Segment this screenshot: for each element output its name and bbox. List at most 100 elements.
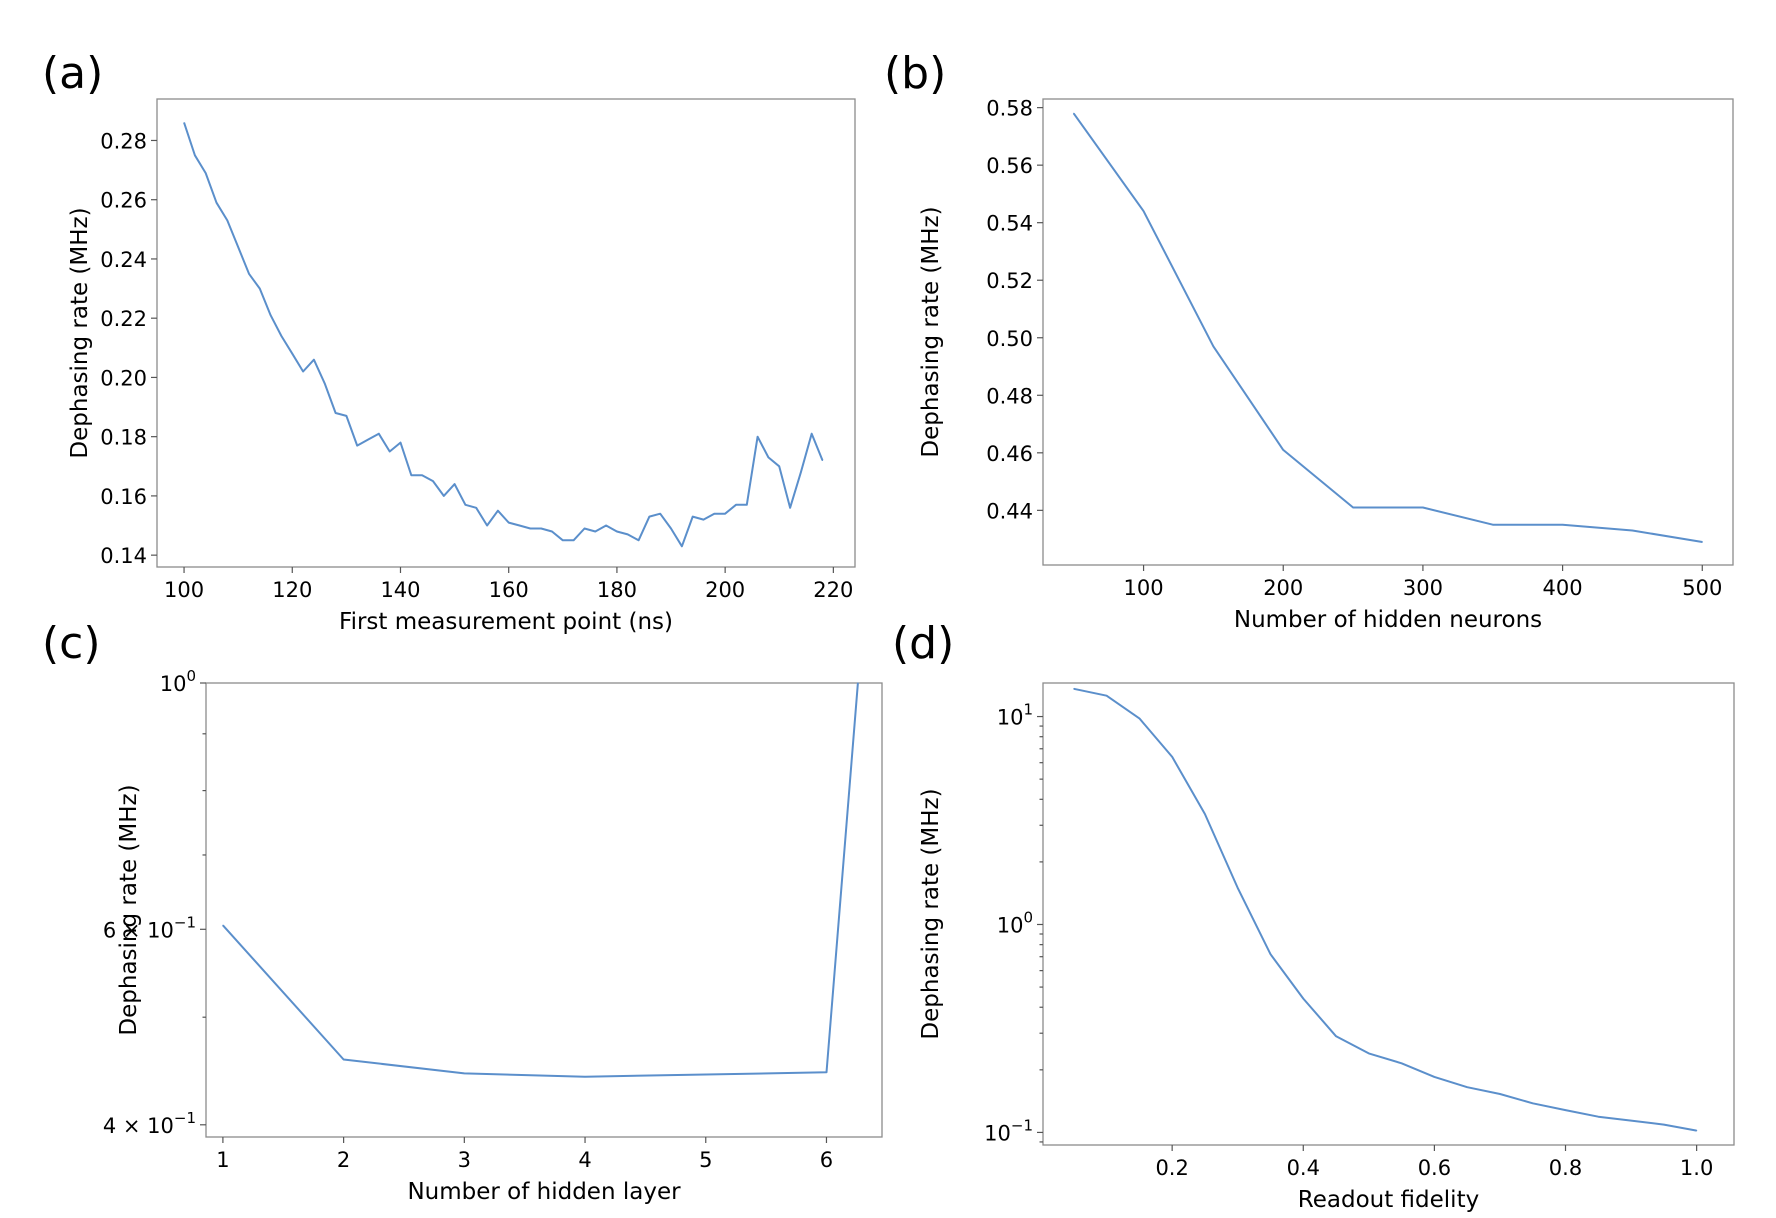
- plot-frame: [205, 682, 883, 1138]
- x-tick-label: 4: [578, 1148, 591, 1172]
- data-point: [378, 433, 380, 435]
- x-tick-label: 160: [489, 578, 529, 602]
- data-point: [670, 527, 672, 530]
- data-point: [345, 415, 347, 417]
- data-point: [1564, 1109, 1567, 1111]
- data-point: [778, 465, 780, 467]
- x-tick-label: 400: [1543, 576, 1583, 600]
- x-tick-label: 100: [1124, 576, 1164, 600]
- x-tick-label: 5: [699, 1148, 712, 1172]
- x-tick-label: 0.8: [1549, 1156, 1582, 1180]
- x-tick-label: 0.2: [1155, 1156, 1188, 1180]
- y-tick-label: 100: [160, 667, 196, 696]
- x-tick-label: 180: [597, 578, 637, 602]
- panel-c: (c) 1 2 3 4 5 6 4 × 10−1 6 × 10−1 100 Number of hi…: [42, 618, 883, 1205]
- x-tick-label: 2: [337, 1148, 350, 1172]
- y-axis-label: Dephasing rate (MHz): [67, 207, 93, 458]
- data-point: [605, 524, 607, 527]
- x-tick-label: 6: [820, 1148, 833, 1172]
- data-point: [237, 246, 239, 248]
- x-axis-label: Number of hidden neurons: [1234, 607, 1542, 633]
- data-point: [1499, 1093, 1501, 1095]
- data-point: [389, 450, 391, 453]
- data-point: [1562, 524, 1564, 526]
- data-point: [226, 219, 228, 221]
- y-tick-label: 6 × 10−1: [103, 913, 196, 942]
- data-point: [681, 545, 683, 547]
- data-point: [1696, 1130, 1698, 1132]
- data-point: [1237, 887, 1239, 889]
- data-point: [194, 154, 196, 156]
- data-point: [1631, 529, 1633, 532]
- data-point: [183, 122, 185, 124]
- y-tick-label: 0.24: [100, 248, 147, 272]
- data-point: [270, 314, 272, 316]
- data-point: [811, 433, 813, 435]
- series-line-dephasing: [1073, 687, 1697, 1132]
- data-point: [1212, 345, 1214, 347]
- data-point: [1282, 449, 1284, 451]
- y-tick-label: 0.46: [986, 442, 1033, 466]
- data-point: [356, 445, 358, 447]
- series-line-dephasing: [1072, 112, 1703, 543]
- series-line-dephasing: [183, 122, 824, 548]
- data-point: [421, 474, 423, 476]
- y-axis-label: Dephasing rate (MHz): [918, 206, 944, 457]
- x-tick-label: 0.6: [1418, 1156, 1451, 1180]
- panel-b: (b) 100 200 300 400 500 0.44 0.46 0.48 0.50 0.52 0.…: [884, 48, 1734, 633]
- data-point: [540, 527, 542, 530]
- x-tick-label: 500: [1682, 576, 1722, 600]
- x-tick-label: 120: [272, 578, 312, 602]
- data-point: [702, 519, 705, 521]
- data-point: [486, 524, 488, 527]
- y-tick-label: 0.22: [100, 307, 147, 331]
- y-axis-label: Dephasing rate (MHz): [116, 784, 142, 1035]
- data-point: [1597, 1116, 1599, 1118]
- data-point: [1352, 506, 1354, 509]
- data-point: [508, 522, 510, 524]
- data-point: [821, 459, 824, 461]
- data-point: [464, 504, 466, 506]
- data-point: [757, 436, 759, 438]
- data-point: [518, 524, 521, 527]
- data-point: [1433, 1076, 1435, 1078]
- y-tick-label: 0.54: [986, 212, 1033, 236]
- x-axis-label: Readout fidelity: [1298, 1187, 1479, 1213]
- y-axis-label: Dephasing rate (MHz): [918, 788, 944, 1039]
- y-tick-label: 0.50: [986, 327, 1033, 351]
- data-point: [1204, 813, 1206, 815]
- data-point: [1492, 524, 1494, 526]
- panel-label: (c): [42, 618, 101, 669]
- x-tick-label: 3: [458, 1148, 471, 1172]
- data-point: [1269, 953, 1272, 955]
- y-tick-label: 0.52: [986, 269, 1033, 293]
- data-point: [746, 504, 748, 506]
- data-point: [1630, 1120, 1632, 1122]
- data-point: [584, 1076, 586, 1078]
- data-point: [222, 924, 224, 926]
- data-point: [454, 483, 456, 485]
- data-point: [529, 527, 531, 530]
- x-tick-label: 0.4: [1287, 1156, 1320, 1180]
- y-tick-label: 0.56: [986, 154, 1033, 178]
- panel-label: (d): [892, 618, 954, 669]
- x-tick-label: 140: [380, 578, 420, 602]
- data-point: [1106, 695, 1108, 697]
- panel-label: (b): [884, 48, 946, 99]
- data-point: [215, 202, 218, 204]
- y-tick-label: 0.44: [986, 499, 1033, 523]
- y-tick-label: 0.20: [100, 366, 147, 390]
- data-point: [205, 172, 207, 174]
- data-point: [280, 335, 282, 337]
- x-tick-label: 200: [1263, 576, 1303, 600]
- data-point: [767, 456, 770, 458]
- y-tick-label: 0.58: [986, 97, 1033, 121]
- x-tick-label: 1.0: [1680, 1156, 1713, 1180]
- data-point: [248, 273, 250, 275]
- data-point: [313, 359, 315, 361]
- plot-frame: [1042, 98, 1734, 566]
- data-point: [1073, 112, 1075, 114]
- y-tick-label: 4 × 10−1: [103, 1109, 196, 1138]
- data-point: [1143, 210, 1145, 212]
